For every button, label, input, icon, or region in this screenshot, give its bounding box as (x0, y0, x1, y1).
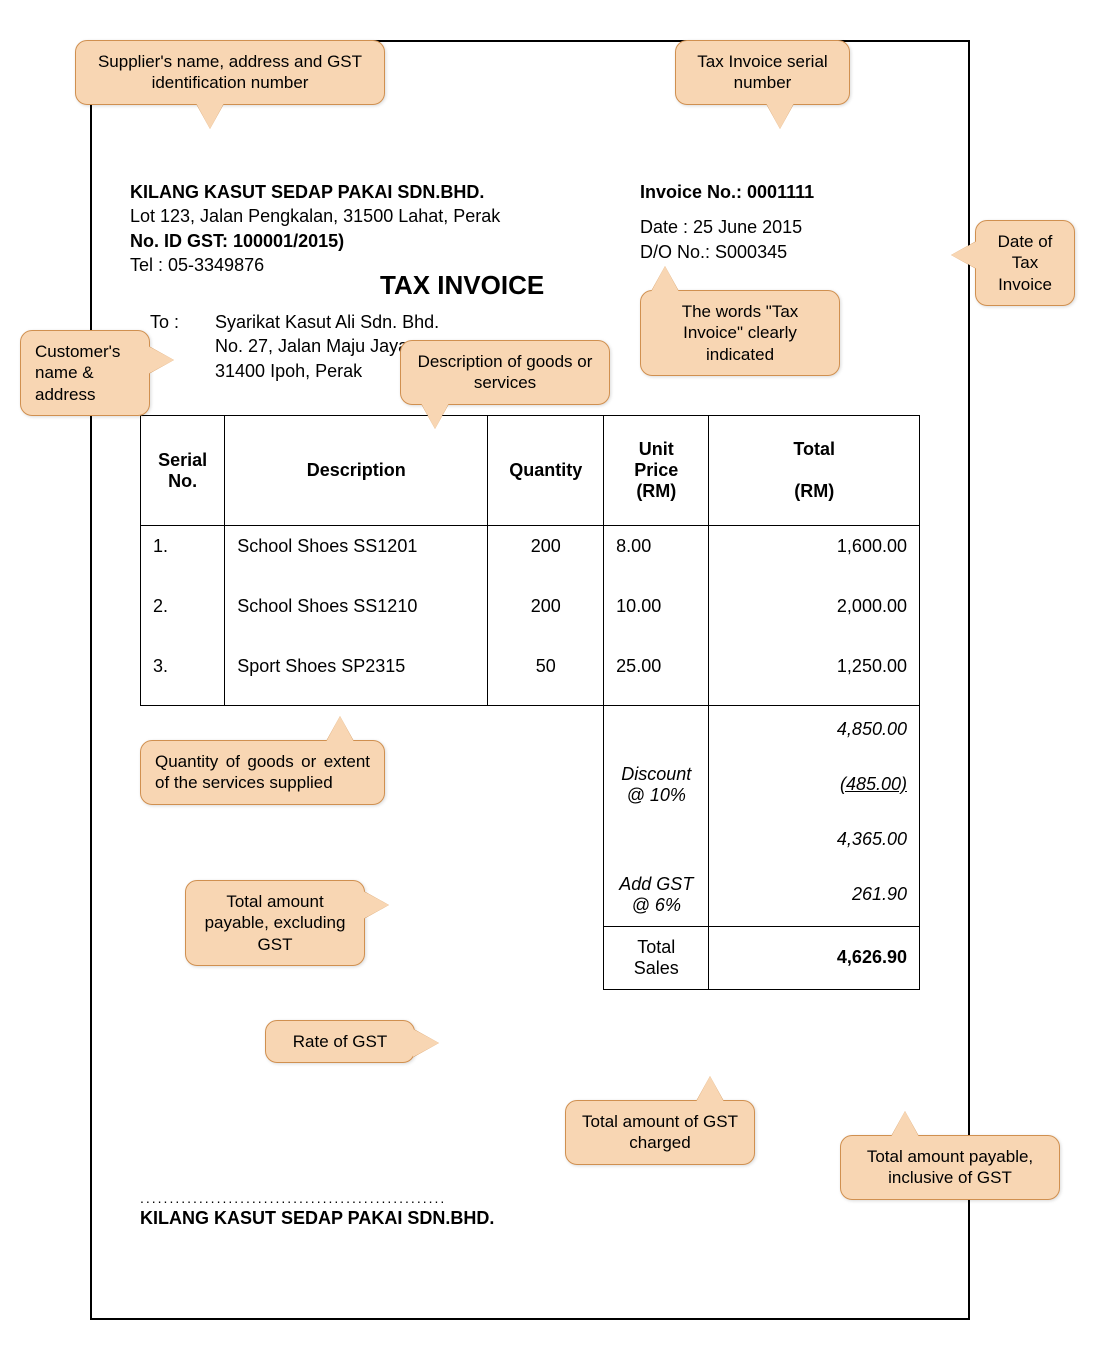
invoice-no-value: 0001111 (747, 182, 814, 202)
to-label: To : (150, 310, 210, 334)
gst-value: 261.90 (709, 864, 920, 927)
th-serial: SerialNo. (141, 416, 225, 526)
do-value: S000345 (715, 242, 787, 262)
signature-name: KILANG KASUT SEDAP PAKAI SDN.BHD. (140, 1208, 494, 1229)
supplier-gst-id: No. ID GST: 100001/2015) (130, 229, 500, 253)
callout-text: Total amount payable, excluding GST (205, 892, 346, 954)
cell-desc: School Shoes SS1210 (225, 586, 488, 646)
th-quantity: Quantity (488, 416, 604, 526)
table-header-row: SerialNo. Description Quantity UnitPrice… (141, 416, 920, 526)
th-unit-price: UnitPrice(RM) (604, 416, 709, 526)
supplier-name: KILANG KASUT SEDAP PAKAI SDN.BHD. (130, 180, 500, 204)
gst-label: Add GST @ 6% (604, 864, 709, 927)
cell-total: 1,250.00 (709, 646, 920, 706)
cell-total: 1,600.00 (709, 526, 920, 586)
table-row: 1. School Shoes SS1201 200 8.00 1,600.00 (141, 526, 920, 586)
callout-excl-gst: Total amount payable, excluding GST (185, 880, 365, 966)
callout-text: Rate of GST (293, 1032, 387, 1051)
cell-desc: Sport Shoes SP2315 (225, 646, 488, 706)
summary-blank2 (604, 816, 709, 864)
th-total: Total(RM) (709, 416, 920, 526)
callout-text: Date of Tax Invoice (998, 232, 1053, 294)
callout-text: Description of goods or services (418, 352, 593, 392)
summary-subtotal: 4,850.00 (709, 706, 920, 754)
cell-serial: 2. (141, 586, 225, 646)
callout-description: Description of goods or services (400, 340, 610, 405)
callout-text: Customer's name & address (35, 342, 120, 404)
cell-price: 25.00 (604, 646, 709, 706)
signature-dots: ........................................… (140, 1190, 494, 1206)
after-discount-value: 4,365.00 (709, 816, 920, 864)
customer-name: Syarikat Kasut Ali Sdn. Bhd. (215, 312, 439, 332)
callout-taxinvoice: The words "Tax Invoice" clearly indicate… (640, 290, 840, 376)
do-label: D/O No.: (640, 242, 710, 262)
cell-price: 8.00 (604, 526, 709, 586)
callout-text: Supplier's name, address and GST identif… (98, 52, 362, 92)
callout-text: Tax Invoice serial number (697, 52, 827, 92)
signature-block: ........................................… (140, 1190, 494, 1229)
callout-text: Total amount payable, inclusive of GST (867, 1147, 1033, 1187)
header-right: Invoice No.: 0001111 Date : 25 June 2015… (640, 180, 814, 266)
tax-invoice-title: TAX INVOICE (380, 270, 544, 301)
total-value: 4,626.90 (709, 926, 920, 989)
customer-addr2: 31400 Ipoh, Perak (215, 361, 362, 381)
date-label: Date : (640, 217, 688, 237)
callout-text: Total amount of GST charged (582, 1112, 738, 1152)
cell-qty: 50 (488, 646, 604, 706)
cell-total: 2,000.00 (709, 586, 920, 646)
callout-serial: Tax Invoice serial number (675, 40, 850, 105)
cell-price: 10.00 (604, 586, 709, 646)
discount-label: Discount @ 10% (604, 754, 709, 816)
callout-supplier: Supplier's name, address and GST identif… (75, 40, 385, 105)
cell-desc: School Shoes SS1201 (225, 526, 488, 586)
table-row: 2. School Shoes SS1210 200 10.00 2,000.0… (141, 586, 920, 646)
supplier-block: KILANG KASUT SEDAP PAKAI SDN.BHD. Lot 12… (130, 180, 500, 277)
callout-text: Quantity of goods or extent of the servi… (155, 752, 370, 792)
summary-blank (604, 706, 709, 754)
invoice-no-label: Invoice No.: (640, 182, 742, 202)
callout-incl-gst: Total amount payable, inclusive of GST (840, 1135, 1060, 1200)
discount-value: (485.00) (709, 754, 920, 816)
customer-block: To : Syarikat Kasut Ali Sdn. Bhd. No. 27… (150, 310, 439, 383)
summary-afterdiscount-row: 4,365.00 (141, 816, 920, 864)
invoice-number-line: Invoice No.: 0001111 (640, 180, 814, 205)
callout-customer: Customer's name & address (20, 330, 150, 416)
supplier-address: Lot 123, Jalan Pengkalan, 31500 Lahat, P… (130, 204, 500, 228)
callout-date: Date of Tax Invoice (975, 220, 1075, 306)
cell-qty: 200 (488, 526, 604, 586)
date-line: Date : 25 June 2015 (640, 215, 814, 240)
date-value: 25 June 2015 (693, 217, 802, 237)
cell-serial: 1. (141, 526, 225, 586)
th-description: Description (225, 416, 488, 526)
table-row: 3. Sport Shoes SP2315 50 25.00 1,250.00 (141, 646, 920, 706)
callout-gst-charged: Total amount of GST charged (565, 1100, 755, 1165)
cell-serial: 3. (141, 646, 225, 706)
page: KILANG KASUT SEDAP PAKAI SDN.BHD. Lot 12… (20, 20, 1098, 1327)
cell-qty: 200 (488, 586, 604, 646)
customer-addr1: No. 27, Jalan Maju Jaya, (215, 336, 413, 356)
callout-rate: Rate of GST (265, 1020, 415, 1063)
do-line: D/O No.: S000345 (640, 240, 814, 265)
total-label: Total Sales (604, 926, 709, 989)
callout-quantity: Quantity of goods or extent of the servi… (140, 740, 385, 805)
callout-text: The words "Tax Invoice" clearly indicate… (682, 302, 799, 364)
